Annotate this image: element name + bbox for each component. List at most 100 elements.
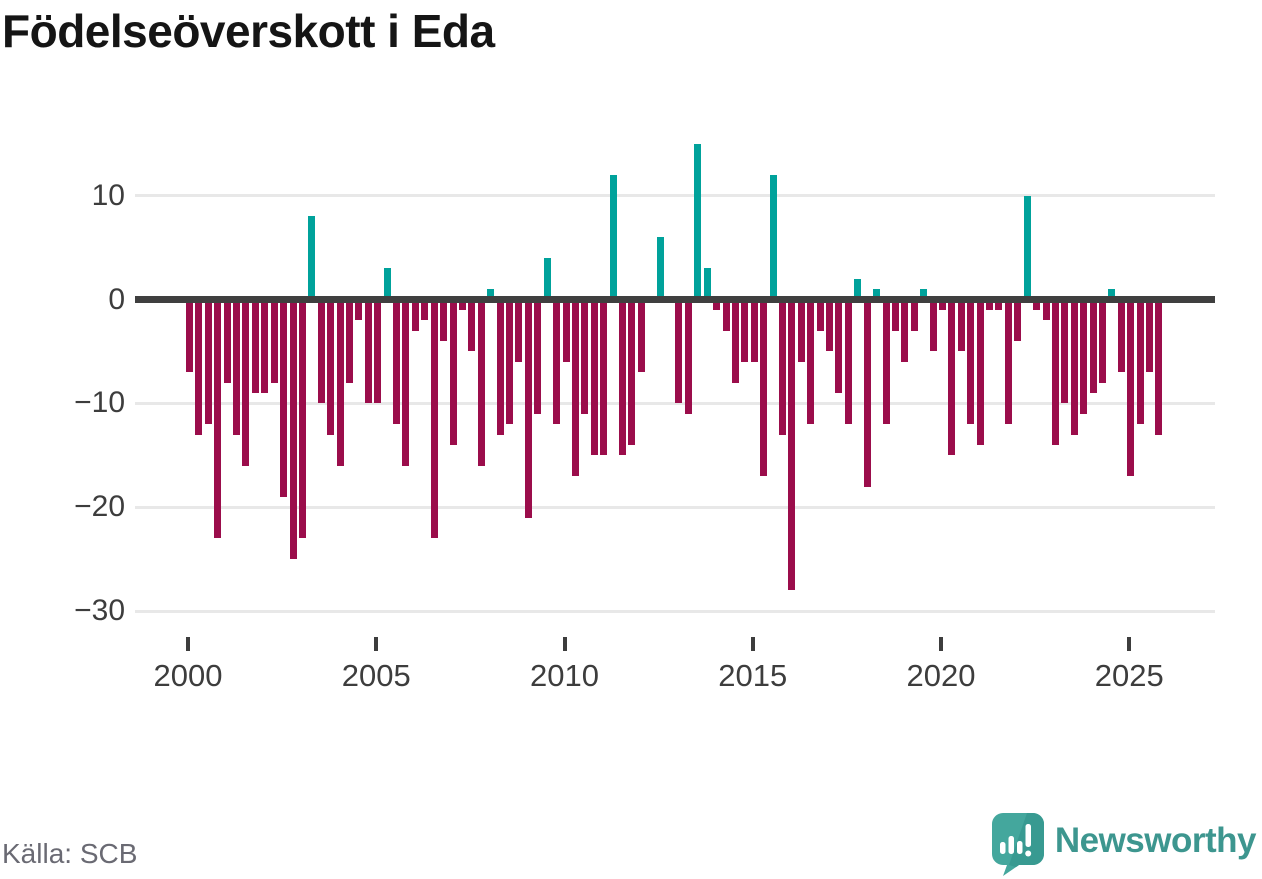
x-axis-tick-2010 — [562, 637, 567, 651]
bar-2023Q3 — [1070, 299, 1078, 435]
bar-2007Q3 — [468, 299, 476, 352]
bar-2000Q4 — [214, 299, 222, 539]
bar-2021Q1 — [976, 299, 984, 445]
newsworthy-speech-bubble-bar-chart-icon — [991, 813, 1044, 876]
bar-2013Q3 — [694, 143, 702, 300]
bar-2004Q2 — [346, 299, 353, 383]
bar-2008Q4 — [515, 299, 523, 362]
bar-2018Q3 — [882, 299, 890, 425]
bar-2009Q2 — [534, 299, 542, 414]
y-axis-label: −30 — [74, 594, 125, 628]
bar-2019Q4 — [929, 299, 937, 352]
bar-2006Q2 — [421, 299, 429, 321]
bar-2010Q4 — [590, 299, 598, 456]
bar-2022Q2 — [1023, 195, 1031, 300]
bar-2016Q1 — [788, 299, 796, 591]
bar-2002Q2 — [270, 299, 278, 383]
bar-2011Q2 — [609, 174, 617, 300]
bar-2022Q3 — [1033, 299, 1041, 310]
bar-2002Q3 — [280, 299, 288, 497]
bar-2020Q3 — [957, 299, 965, 352]
bar-2013Q1 — [675, 299, 683, 404]
y-axis-label: 0 — [108, 282, 125, 316]
bar-2021Q3 — [995, 299, 1003, 310]
y-axis-label: 10 — [91, 178, 125, 212]
bar-2010Q3 — [581, 299, 589, 414]
bar-2010Q1 — [562, 299, 570, 362]
bar-2021Q2 — [986, 299, 994, 310]
bar-2005Q2 — [383, 268, 391, 300]
bar-2025Q3 — [1146, 299, 1154, 373]
bar-2016Q4 — [816, 299, 824, 331]
gridline-y--30 — [135, 609, 1215, 613]
bar-2012Q1 — [637, 299, 645, 373]
bar-2020Q4 — [967, 299, 975, 425]
gridline-y--20 — [135, 505, 1215, 509]
bar-2016Q2 — [797, 299, 805, 362]
bar-2006Q1 — [411, 299, 419, 331]
newsworthy-logo-text: Newsworthy — [1054, 821, 1257, 860]
bar-2011Q1 — [600, 299, 608, 456]
bar-2017Q4 — [854, 278, 862, 300]
bar-2009Q3 — [543, 257, 551, 300]
bar-2010Q2 — [571, 299, 579, 477]
bar-2012Q3 — [656, 237, 664, 300]
gridline-y--10 — [135, 401, 1215, 405]
x-axis-label: 2015 — [718, 658, 788, 693]
bar-2015Q2 — [760, 299, 768, 477]
x-axis-label: 2025 — [1094, 658, 1164, 693]
bar-2023Q4 — [1080, 299, 1088, 414]
bar-2025Q1 — [1127, 299, 1135, 477]
x-axis-label: 2000 — [153, 658, 223, 693]
bar-2019Q2 — [910, 299, 918, 331]
bar-2011Q3 — [618, 299, 626, 456]
bar-2011Q4 — [628, 299, 636, 445]
bar-2015Q3 — [769, 174, 777, 300]
bar-2005Q1 — [374, 299, 382, 404]
bar-2009Q1 — [524, 299, 532, 518]
source-label: Källa: SCB — [2, 838, 138, 869]
bar-2013Q2 — [684, 299, 692, 414]
bar-2014Q3 — [731, 299, 739, 383]
bar-2000Q1 — [186, 299, 193, 373]
bar-2002Q4 — [289, 299, 297, 560]
y-axis-label: −10 — [74, 386, 125, 420]
bar-2025Q2 — [1136, 299, 1144, 425]
bar-2004Q1 — [336, 299, 344, 466]
bar-2003Q2 — [308, 216, 316, 300]
bar-2006Q3 — [430, 299, 438, 539]
x-axis-tick-2005 — [374, 637, 379, 651]
y-axis-label: −20 — [74, 490, 125, 524]
bar-2007Q4 — [477, 299, 485, 466]
zero-baseline — [135, 296, 1215, 303]
x-axis-label: 2020 — [906, 658, 976, 693]
bar-2023Q2 — [1061, 299, 1069, 404]
x-axis-tick-2020 — [939, 637, 943, 651]
x-axis-label: 2005 — [341, 658, 411, 693]
bar-2019Q1 — [901, 299, 909, 362]
bar-2020Q1 — [939, 299, 946, 310]
bar-2021Q4 — [1004, 299, 1012, 425]
bar-2008Q2 — [496, 299, 504, 435]
bar-2014Q1 — [713, 299, 721, 310]
bar-2004Q3 — [355, 299, 363, 321]
bar-2016Q3 — [807, 299, 815, 425]
bar-2004Q4 — [364, 299, 372, 404]
bar-2015Q1 — [750, 299, 758, 362]
x-axis-tick-2000 — [186, 637, 190, 651]
bar-2018Q4 — [891, 299, 899, 331]
bar-2003Q4 — [327, 299, 335, 435]
x-axis-tick-2025 — [1127, 637, 1132, 651]
bar-2007Q2 — [458, 299, 466, 310]
bar-2008Q3 — [506, 299, 514, 425]
bar-2015Q4 — [778, 299, 786, 435]
bar-2001Q3 — [242, 299, 250, 466]
bar-2000Q2 — [195, 299, 203, 435]
bar-2014Q4 — [741, 299, 749, 362]
bar-2003Q1 — [298, 299, 306, 539]
x-axis-tick-2015 — [750, 637, 755, 651]
bar-2017Q1 — [826, 299, 834, 352]
bar-2018Q1 — [863, 299, 871, 487]
